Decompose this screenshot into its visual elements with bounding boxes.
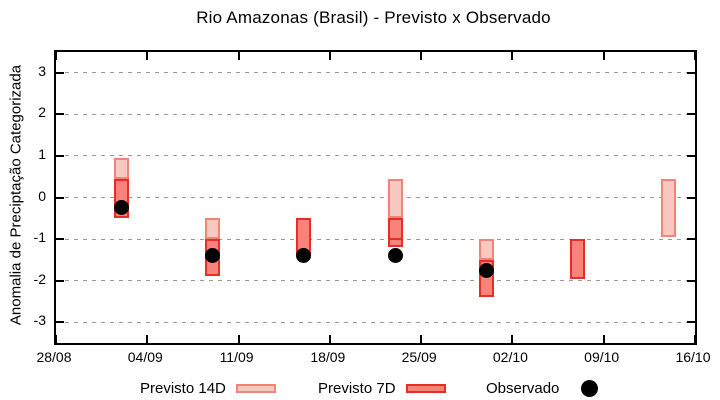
x-tick-top [55,52,57,60]
y-gridline [56,155,695,157]
y-tick-right [687,279,695,282]
legend-label-previsto-14d: Previsto 14D [140,379,226,397]
y-tick-right [687,321,695,324]
y-tick-right [687,71,695,74]
y-tick-right [687,196,695,199]
y-tick-right [687,154,695,157]
y-tick-left [56,238,64,241]
y-tick-left [56,321,64,324]
y-gridline [56,238,695,240]
legend: Previsto 14D Previsto 7D Observado [0,376,720,400]
previsto-7d-divider [387,238,403,241]
y-gridline [56,197,695,198]
y-tick-left [56,154,64,157]
previsto-14d-bar [204,218,220,240]
y-tick-right [687,238,695,241]
previsto-7d-bar [570,239,586,279]
previsto-14d-bar [113,158,129,179]
legend-label-previsto-7d: Previsto 7D [318,379,396,397]
y-tick-label: 1 [38,145,46,162]
previsto-14d-bar [478,239,494,260]
x-tick-bottom [55,335,57,343]
legend-entry-previsto-14d: Previsto 14D [140,376,276,400]
observado-point [478,262,494,278]
y-tick-left [56,196,64,199]
y-tick-label: -2 [33,270,46,287]
x-tick-label: 28/08 [36,349,72,365]
observado-point [296,248,312,264]
x-tick-label: 02/10 [492,349,528,365]
y-gridline [56,72,695,74]
previsto-14d-bar [661,178,677,237]
x-tick-top [146,52,149,60]
chart-title: Rio Amazonas (Brasil) - Previsto x Obser… [196,8,551,27]
x-tick-label: 11/09 [219,349,254,365]
y-tick-left [56,113,64,116]
x-tick-bottom [237,335,240,343]
plot-area [54,50,697,345]
y-tick-label: -1 [33,229,46,246]
x-tick-top [602,52,605,60]
observado-point [204,248,220,264]
x-tick-bottom [511,335,514,343]
observado-point [113,200,129,216]
x-tick-top [328,52,331,60]
x-tick-bottom [420,335,423,343]
y-tick-label: 2 [38,104,46,121]
legend-entry-observado: Observado [486,376,599,400]
y-gridline [56,113,695,115]
x-tick-bottom [146,335,149,343]
legend-entry-previsto-7d: Previsto 7D [318,376,446,400]
y-tick-label: -3 [33,312,46,329]
y-tick-left [56,279,64,282]
x-tick-bottom [694,335,696,343]
x-tick-top [237,52,240,60]
y-tick-label: 3 [38,62,46,79]
x-tick-label: 16/10 [675,349,711,365]
y-tick-label: 0 [38,187,46,204]
y-gridline [56,280,695,282]
previsto-7d-swatch [405,383,446,393]
x-tick-label: 04/09 [127,349,163,365]
previsto-7d-bar [387,218,403,248]
x-tick-bottom [328,335,331,343]
x-tick-bottom [602,335,605,343]
observado-point [387,248,403,264]
y-gridline [56,321,695,323]
legend-label-observado: Observado [486,379,560,397]
x-tick-top [511,52,514,60]
x-tick-label: 09/10 [584,349,620,365]
x-tick-top [694,52,696,60]
x-tick-top [420,52,423,60]
y-tick-left [56,71,64,74]
previsto-14d-swatch [235,383,276,393]
x-tick-label: 25/09 [401,349,437,365]
previsto-14d-bar [387,178,403,219]
x-tick-label: 18/09 [310,349,346,365]
observado-dot-swatch [581,379,599,397]
y-tick-right [687,113,695,116]
